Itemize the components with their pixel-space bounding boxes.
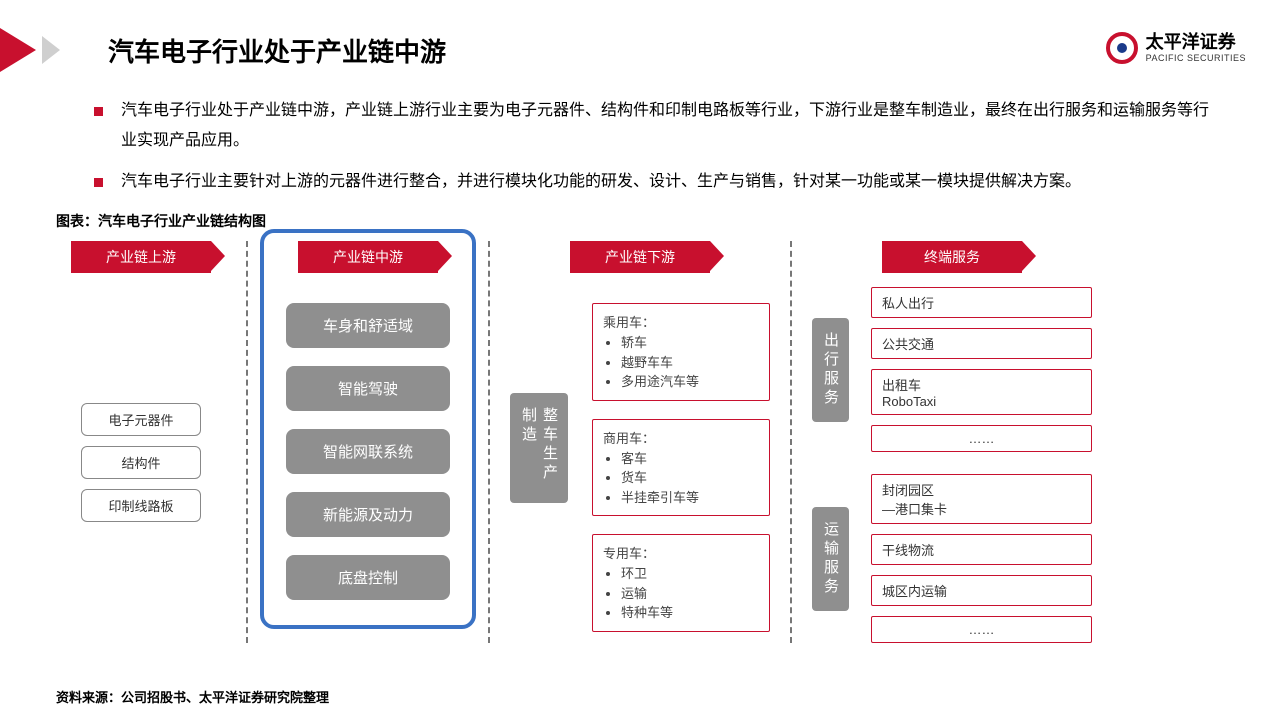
terminal-hub: 出行服务 [812, 318, 849, 422]
downstream-hub: 整车生产制造 [510, 393, 568, 503]
terminal-item: 私人出行 [871, 287, 1092, 318]
group-item: 半挂牵引车等 [621, 488, 759, 508]
bullet-item: 汽车电子行业主要针对上游的元器件进行整合，并进行模块化功能的研发、设计、生产与销… [94, 167, 1210, 197]
slide-header: 汽车电子行业处于产业链中游 [0, 0, 1280, 84]
midstream-item: 底盘控制 [286, 555, 450, 600]
downstream-header: 产业链下游 [570, 241, 710, 273]
group-title: 专用车： [603, 543, 759, 562]
group-item: 环卫 [621, 564, 759, 584]
company-logo: 太平洋证券 PACIFIC SECURITIES [1106, 32, 1246, 64]
upstream-item: 印制线路板 [81, 489, 201, 522]
bullet-text: 汽车电子行业处于产业链中游，产业链上游行业主要为电子元器件、结构件和印制电路板等… [121, 96, 1210, 157]
divider [246, 241, 248, 643]
group-title: 乘用车： [603, 312, 759, 331]
midstream-header: 产业链中游 [298, 241, 438, 273]
group-title: 商用车： [603, 428, 759, 447]
source-citation: 资料来源：公司招股书、太平洋证券研究院整理 [56, 687, 329, 706]
bullet-icon [94, 107, 103, 116]
divider [488, 241, 490, 643]
midstream-item: 智能驾驶 [286, 366, 450, 411]
group-item: 客车 [621, 449, 759, 469]
divider [790, 241, 792, 643]
logo-text-en: PACIFIC SECURITIES [1146, 53, 1246, 63]
terminal-item: 公共交通 [871, 328, 1092, 359]
group-item: 多用途汽车等 [621, 372, 759, 392]
upstream-item: 电子元器件 [81, 403, 201, 436]
logo-mark-icon [1106, 32, 1138, 64]
terminal-item: 干线物流 [871, 534, 1092, 565]
terminal-item: 城区内运输 [871, 575, 1092, 606]
value-chain-diagram: 产业链上游 电子元器件 结构件 印制线路板 产业链中游 车身和舒适域 智能驾驶 … [0, 241, 1280, 643]
upstream-header: 产业链上游 [71, 241, 211, 273]
body-paragraphs: 汽车电子行业处于产业链中游，产业链上游行业主要为电子元器件、结构件和印制电路板等… [0, 84, 1280, 197]
downstream-group: 乘用车： 轿车 越野车车 多用途汽车等 [592, 303, 770, 401]
terminal-group: 运输服务 封闭园区 —港口集卡 干线物流 城区内运输 …… [812, 474, 1092, 643]
bullet-icon [94, 178, 103, 187]
group-item: 轿车 [621, 333, 759, 353]
chart-title: 图表：汽车电子行业产业链结构图 [56, 211, 1280, 231]
bullet-item: 汽车电子行业处于产业链中游，产业链上游行业主要为电子元器件、结构件和印制电路板等… [94, 96, 1210, 157]
downstream-group: 专用车： 环卫 运输 特种车等 [592, 534, 770, 632]
terminal-item: …… [871, 425, 1092, 452]
terminal-item: …… [871, 616, 1092, 643]
bullet-text: 汽车电子行业主要针对上游的元器件进行整合，并进行模块化功能的研发、设计、生产与销… [121, 167, 1081, 197]
downstream-column: 产业链下游 整车生产制造 乘用车： 轿车 越野车车 多用途汽车等 商用车： 客车… [510, 241, 770, 632]
group-item: 越野车车 [621, 353, 759, 373]
midstream-item: 车身和舒适域 [286, 303, 450, 348]
midstream-item: 智能网联系统 [286, 429, 450, 474]
group-item: 特种车等 [621, 603, 759, 623]
terminal-group: 出行服务 私人出行 公共交通 出租车 RoboTaxi …… [812, 287, 1092, 452]
red-chevron-icon [0, 28, 36, 72]
upstream-column: 产业链上游 电子元器件 结构件 印制线路板 [56, 241, 226, 532]
page-title: 汽车电子行业处于产业链中游 [108, 32, 446, 69]
gray-chevron-icon [42, 36, 60, 64]
terminal-item: 出租车 RoboTaxi [871, 369, 1092, 415]
upstream-item: 结构件 [81, 446, 201, 479]
terminal-column: 终端服务 出行服务 私人出行 公共交通 出租车 RoboTaxi …… 运输服务… [812, 241, 1092, 643]
midstream-item: 新能源及动力 [286, 492, 450, 537]
logo-text-cn: 太平洋证券 [1146, 33, 1246, 53]
terminal-item: 封闭园区 —港口集卡 [871, 474, 1092, 524]
downstream-group: 商用车： 客车 货车 半挂牵引车等 [592, 419, 770, 517]
group-item: 运输 [621, 584, 759, 604]
midstream-column: 产业链中游 车身和舒适域 智能驾驶 智能网联系统 新能源及动力 底盘控制 [268, 241, 468, 618]
terminal-header: 终端服务 [882, 241, 1022, 273]
terminal-hub: 运输服务 [812, 507, 849, 611]
group-item: 货车 [621, 468, 759, 488]
